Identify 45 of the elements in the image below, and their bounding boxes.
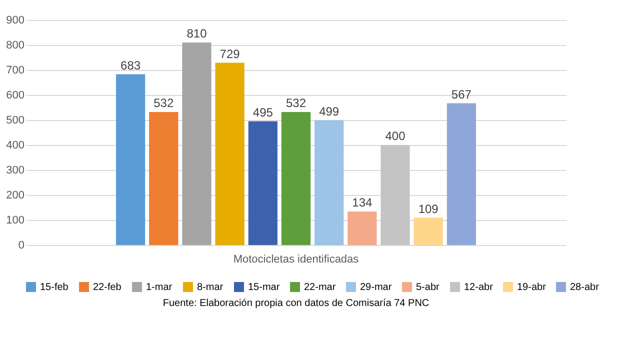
bar bbox=[446, 103, 476, 245]
legend-label: 8-mar bbox=[197, 282, 224, 293]
bar bbox=[182, 42, 212, 245]
bar bbox=[248, 121, 278, 245]
y-tick-label: 300 bbox=[6, 164, 24, 176]
y-tick-label: 0 bbox=[18, 240, 24, 252]
data-label: 683 bbox=[120, 58, 141, 72]
y-tick-label: 900 bbox=[6, 14, 24, 26]
y-tick-label: 100 bbox=[6, 214, 24, 226]
data-label: 567 bbox=[451, 87, 472, 102]
y-tick-label: 400 bbox=[6, 140, 24, 152]
bar bbox=[149, 112, 178, 245]
legend-label: 1-mar bbox=[146, 282, 173, 293]
legend-label: 5-abr bbox=[416, 282, 440, 293]
legend-label: 22-mar bbox=[304, 282, 336, 293]
legend-label: 19-abr bbox=[517, 282, 547, 293]
bar bbox=[116, 74, 146, 245]
legend-label: 15-feb bbox=[40, 282, 69, 293]
y-tick-label: 800 bbox=[6, 40, 24, 52]
y-tick-label: 500 bbox=[6, 114, 24, 126]
data-label: 729 bbox=[220, 46, 240, 61]
y-tick-label: 200 bbox=[6, 190, 24, 202]
data-label: 400 bbox=[385, 129, 406, 143]
bar bbox=[414, 218, 443, 245]
y-tick-label: 600 bbox=[6, 90, 24, 102]
legend-label: 15-mar bbox=[248, 282, 280, 293]
data-label: 532 bbox=[286, 96, 306, 110]
bar bbox=[380, 145, 410, 245]
legend-label: 12-abr bbox=[464, 282, 494, 293]
y-tick-label: 700 bbox=[6, 64, 24, 76]
source-note: Fuente: Elaboración propia con datos de Comisaría 74 PNC bbox=[162, 298, 430, 309]
bar bbox=[348, 212, 377, 245]
data-label: 532 bbox=[154, 96, 174, 110]
data-label: 109 bbox=[418, 202, 439, 216]
data-label: 134 bbox=[352, 196, 373, 210]
legend-label: 29-mar bbox=[360, 282, 392, 293]
x-tick-label: Motocicletas identificadas bbox=[233, 254, 360, 266]
bar bbox=[215, 62, 244, 245]
legend-label: 28-abr bbox=[570, 282, 600, 293]
data-label: 499 bbox=[319, 104, 340, 118]
bar bbox=[314, 120, 344, 245]
data-label: 495 bbox=[252, 105, 274, 120]
bar bbox=[281, 112, 311, 245]
legend-label: 22-feb bbox=[93, 282, 122, 293]
data-label: 810 bbox=[186, 26, 208, 40]
